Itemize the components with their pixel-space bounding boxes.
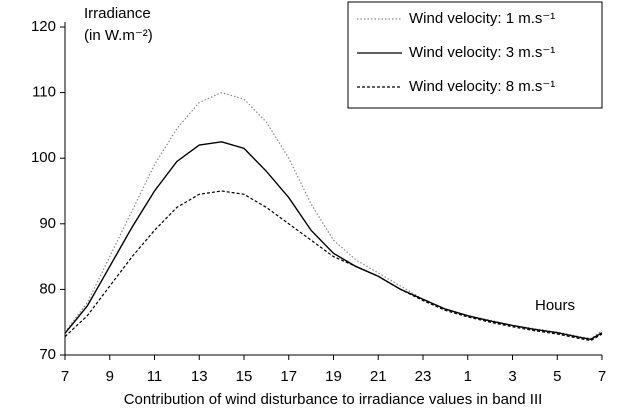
y-tick-label: 80 bbox=[39, 280, 56, 297]
legend-label: Wind velocity: 3 m.s⁻¹ bbox=[409, 44, 555, 61]
x-tick-label: 5 bbox=[553, 368, 561, 385]
y-tick-label: 110 bbox=[32, 84, 56, 101]
x-tick-label: 17 bbox=[280, 368, 297, 385]
x-tick-label: 3 bbox=[508, 368, 516, 385]
y-axis-label: Irradiance bbox=[84, 5, 151, 22]
x-tick-label: 1 bbox=[464, 368, 472, 385]
x-tick-label: 21 bbox=[370, 368, 387, 385]
x-tick-label: 15 bbox=[236, 368, 253, 385]
y-axis-label: (in W.m⁻²) bbox=[84, 27, 153, 44]
x-tick-label: 9 bbox=[106, 368, 114, 385]
x-axis-label: Contribution of wind disturbance to irra… bbox=[124, 391, 543, 408]
legend-box bbox=[347, 1, 603, 109]
x-tick-label: 7 bbox=[598, 368, 606, 385]
y-tick-label: 90 bbox=[39, 215, 56, 232]
x-tick-label: 19 bbox=[325, 368, 342, 385]
y-tick-label: 120 bbox=[31, 18, 56, 35]
series-line bbox=[64, 91, 603, 340]
legend-label: Wind velocity: 8 m.s⁻¹ bbox=[409, 78, 555, 95]
x-tick-label: 23 bbox=[415, 368, 432, 385]
y-tick-label: 70 bbox=[39, 346, 56, 363]
series-line bbox=[64, 141, 603, 340]
series-line bbox=[64, 190, 603, 342]
x-tick-label: 13 bbox=[191, 368, 208, 385]
legend-label: Wind velocity: 1 m.s⁻¹ bbox=[409, 10, 555, 27]
x-tick-label: 11 bbox=[147, 368, 163, 385]
y-tick-label: 100 bbox=[31, 149, 56, 166]
annotation: Hours bbox=[535, 297, 575, 314]
x-tick-label: 7 bbox=[61, 368, 69, 385]
